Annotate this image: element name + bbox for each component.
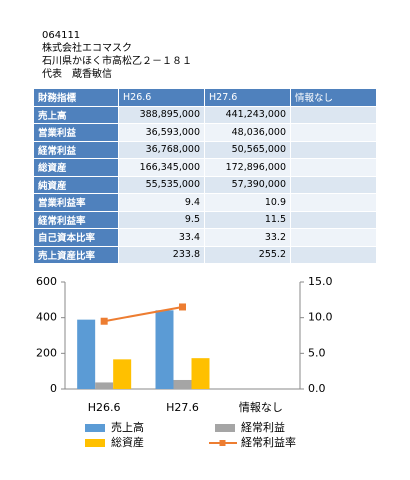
cell: 57,390,000 bbox=[204, 175, 291, 194]
table-row: 営業利益率 9.4 10.9 bbox=[33, 193, 377, 212]
row-label: 営業利益 bbox=[33, 123, 119, 142]
cell: 9.4 bbox=[118, 193, 205, 212]
marker bbox=[100, 317, 108, 325]
legend-swatch bbox=[85, 439, 105, 447]
cell bbox=[290, 123, 377, 142]
cell bbox=[290, 193, 377, 212]
cell bbox=[290, 140, 377, 159]
table-row: 純資産 55,535,000 57,390,000 bbox=[33, 175, 377, 194]
row-label: 営業利益率 bbox=[33, 193, 119, 212]
cell: 172,896,000 bbox=[204, 158, 291, 177]
header-row: 財務指標 H26.6 H27.6 情報なし bbox=[33, 88, 377, 107]
cell bbox=[290, 158, 377, 177]
y2-tick-label: 15.0 bbox=[308, 275, 333, 288]
y2-tick-label: 10.0 bbox=[308, 311, 333, 324]
legend-label: 経常利益率 bbox=[241, 435, 296, 449]
bar bbox=[113, 359, 132, 389]
cell bbox=[290, 175, 377, 194]
cell bbox=[290, 210, 377, 229]
cell: 11.5 bbox=[204, 210, 291, 229]
row-label: 売上資産比率 bbox=[33, 245, 119, 264]
table-row: 経常利益率 9.5 11.5 bbox=[33, 210, 377, 229]
cell: 388,895,000 bbox=[118, 105, 205, 124]
table-row: 総資産 166,345,000 172,896,000 bbox=[33, 158, 377, 177]
y-tick-label: 0 bbox=[50, 382, 57, 395]
representative: 代表 蔵香敏信 bbox=[42, 69, 112, 80]
table-row: 営業利益 36,593,000 48,036,000 bbox=[33, 123, 377, 142]
header-cell: 情報なし bbox=[290, 88, 377, 107]
cell: 255.2 bbox=[204, 245, 291, 264]
y-tick-label: 200 bbox=[36, 346, 57, 359]
y-tick-label: 600 bbox=[36, 275, 57, 288]
row-label: 純資産 bbox=[33, 175, 119, 194]
y-tick-label: 400 bbox=[36, 311, 57, 324]
header-cell: H26.6 bbox=[118, 88, 205, 107]
table-row: 経常利益 36,768,000 50,565,000 bbox=[33, 140, 377, 159]
x-tick-label: 情報なし bbox=[239, 401, 283, 414]
bar bbox=[77, 319, 96, 389]
cell bbox=[290, 245, 377, 264]
line bbox=[103, 305, 183, 323]
cell: 9.5 bbox=[118, 210, 205, 229]
cell bbox=[290, 228, 377, 247]
cell: 55,535,000 bbox=[118, 175, 205, 194]
cell: 441,243,000 bbox=[204, 105, 291, 124]
y2-tick-label: 5.0 bbox=[308, 346, 326, 359]
cell: 10.9 bbox=[204, 193, 291, 212]
cell: 50,565,000 bbox=[204, 140, 291, 159]
cell bbox=[290, 105, 377, 124]
marker bbox=[179, 303, 186, 311]
cell: 36,768,000 bbox=[118, 140, 205, 159]
x-tick-label: H26.6 bbox=[88, 401, 121, 414]
legend-swatch bbox=[85, 424, 105, 432]
chart: 0 200 400 600 0.0 5.0 10.0 15.0 H26.6 H27.6 情報なし売上… bbox=[36, 275, 333, 449]
cell: 166,345,000 bbox=[118, 158, 205, 177]
bar bbox=[173, 379, 192, 389]
table-row: 自己資本比率 33.4 33.2 bbox=[33, 228, 377, 247]
legend-label: 経常利益 bbox=[241, 420, 285, 434]
bar bbox=[95, 382, 114, 389]
header-cell: H27.6 bbox=[204, 88, 291, 107]
row-label: 自己資本比率 bbox=[33, 228, 119, 247]
row-label: 売上高 bbox=[33, 105, 119, 124]
table-row: 売上資産比率 233.8 255.2 bbox=[33, 245, 377, 264]
financial-table: 財務指標 H26.6 H27.6 情報なし 売上高 388,895,000 441,243,… bbox=[33, 88, 377, 264]
row-label: 経常利益率 bbox=[33, 210, 119, 229]
legend-marker bbox=[219, 440, 226, 446]
table-row: 売上高 388,895,000 441,243,000 bbox=[33, 105, 377, 124]
bar bbox=[191, 358, 210, 389]
header-cell: 財務指標 bbox=[33, 88, 119, 107]
company: 株式会社エコマスク bbox=[42, 43, 132, 54]
x-tick-label: H27.6 bbox=[166, 401, 199, 414]
address: 石川県かほく市高松乙２－１８１ bbox=[42, 56, 192, 67]
row-label: 総資産 bbox=[33, 158, 119, 177]
legend-label: 総資産 bbox=[111, 435, 144, 449]
legend-swatch bbox=[215, 424, 235, 432]
legend-label: 売上高 bbox=[111, 420, 144, 434]
cell: 33.2 bbox=[204, 228, 291, 247]
cell: 48,036,000 bbox=[204, 123, 291, 142]
cell: 233.8 bbox=[118, 245, 205, 264]
bar bbox=[155, 310, 174, 389]
cell: 36,593,000 bbox=[118, 123, 205, 142]
y2-tick-label: 0.0 bbox=[308, 382, 326, 395]
row-label: 経常利益 bbox=[33, 140, 119, 159]
cell: 33.4 bbox=[118, 228, 205, 247]
code: 064111 bbox=[42, 30, 81, 41]
